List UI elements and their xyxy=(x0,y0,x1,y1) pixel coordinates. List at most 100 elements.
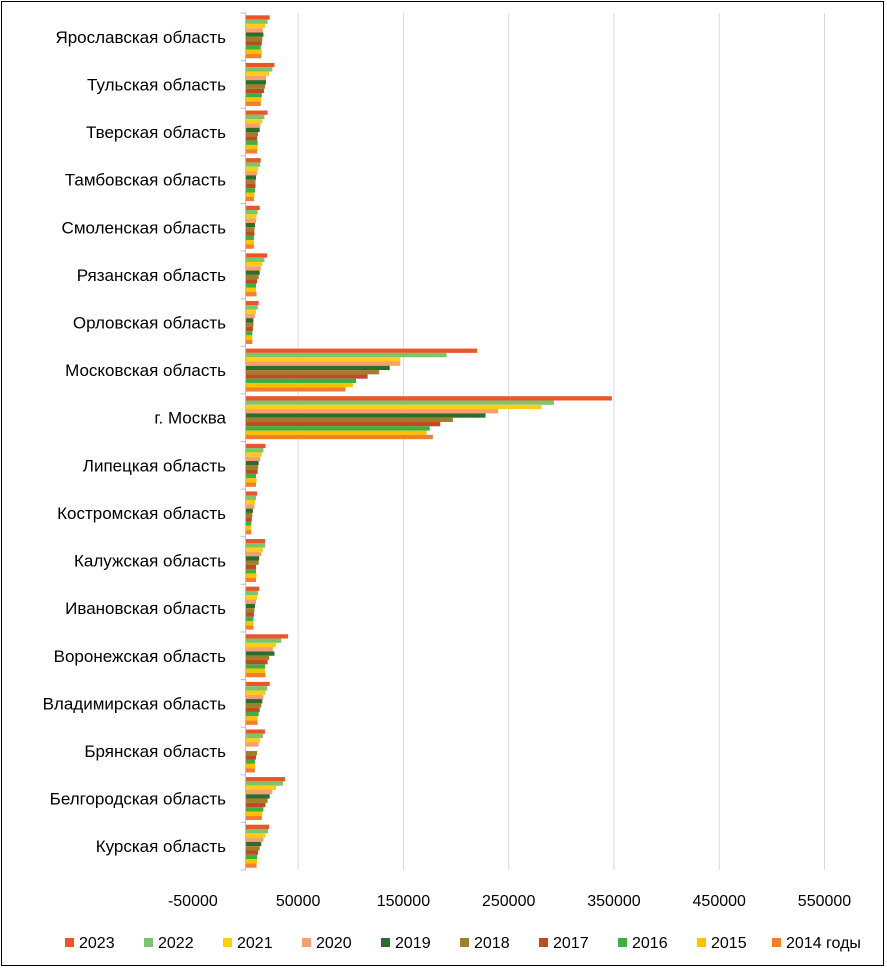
bar-2016 xyxy=(245,283,257,288)
category-label: Ярославская область xyxy=(55,28,226,47)
bar-2020 xyxy=(245,647,273,652)
bar-2022 xyxy=(245,257,265,262)
bar-2020 xyxy=(245,694,264,700)
bar-2018 xyxy=(245,274,259,280)
bar-2023 xyxy=(245,62,275,68)
bar-2017 xyxy=(245,231,255,236)
bar-2023 xyxy=(245,158,261,163)
bar-2020 xyxy=(245,504,255,509)
bar-2015 xyxy=(245,97,262,102)
x-tick-label: 250000 xyxy=(482,893,535,910)
bar-2018 xyxy=(245,750,258,756)
category-label: Ивановская область xyxy=(65,599,226,618)
bar-2017 xyxy=(245,707,260,712)
bar-2017 xyxy=(245,850,259,855)
x-tick-labels: -50000 50000 150000 250000 350000 450000 55000… xyxy=(168,893,851,910)
bar-2022 xyxy=(245,686,268,691)
bar-2022 xyxy=(245,733,263,739)
bar-2020 xyxy=(245,313,255,319)
bar-2017 xyxy=(245,183,256,189)
bar-2020 xyxy=(245,551,262,557)
bar-2021 xyxy=(245,595,258,600)
category-label: Калужская область xyxy=(74,552,226,571)
bar-2021 xyxy=(245,452,262,457)
category-label: Костромская область xyxy=(57,504,226,523)
legend-swatch-2014 xyxy=(772,938,781,947)
bar-2017 xyxy=(245,41,262,46)
bar-2021 xyxy=(245,214,257,219)
bar-2019 xyxy=(245,461,259,466)
bar-2018 xyxy=(245,512,253,518)
bar-2018 xyxy=(245,370,380,375)
bar-2016 xyxy=(245,188,255,193)
bar-2015 xyxy=(245,478,257,483)
bar-2021 xyxy=(245,166,259,172)
bar-2016 xyxy=(245,426,430,431)
bar-2023 xyxy=(245,205,260,211)
bar-2015 xyxy=(245,287,257,293)
x-tick-label: -50000 xyxy=(168,893,218,910)
bar-2021 xyxy=(245,261,263,267)
bar-2017 xyxy=(245,326,253,332)
bar-2021 xyxy=(245,785,277,790)
bar-2018 xyxy=(245,846,260,851)
x-tick-label: 150000 xyxy=(377,893,430,910)
bar-2015 xyxy=(245,525,252,531)
bar-2022 xyxy=(245,495,257,501)
category-label: Московская область xyxy=(65,361,226,380)
bar-2018 xyxy=(245,132,259,137)
bar-2022 xyxy=(245,67,273,72)
x-tick-label: 50000 xyxy=(276,893,321,910)
bar-2023 xyxy=(245,253,268,258)
bar-2020 xyxy=(245,742,259,747)
bar-2015 xyxy=(245,859,258,864)
bar-2015 xyxy=(245,430,427,435)
bar-2020 xyxy=(245,361,401,366)
bar-2021 xyxy=(245,357,401,362)
bar-2019 xyxy=(245,603,255,609)
bar-2020 xyxy=(245,171,258,176)
bar-2014 xyxy=(245,625,254,630)
bar-2023 xyxy=(245,396,612,401)
bar-2019 xyxy=(245,365,390,371)
x-tick-label: 550000 xyxy=(798,893,851,910)
category-label: Тамбовская область xyxy=(65,171,226,190)
bar-2022 xyxy=(245,638,282,643)
bar-2014 xyxy=(245,196,254,202)
bar-2022 xyxy=(245,114,265,120)
bar-2021 xyxy=(245,309,257,314)
legend-label-2022: 2022 xyxy=(158,935,194,952)
bar-2016 xyxy=(245,235,254,241)
bar-2021 xyxy=(245,71,270,76)
bar-2021 xyxy=(245,690,266,695)
bar-2022 xyxy=(245,19,268,24)
bar-2023 xyxy=(245,443,266,449)
bar-2014 xyxy=(245,482,257,487)
legend-label-2023: 2023 xyxy=(79,935,115,952)
legend-label-2014: 2014 годы xyxy=(786,935,861,952)
bar-2014 xyxy=(245,101,261,106)
bar-2020 xyxy=(245,266,261,271)
bar-2023 xyxy=(245,348,478,353)
bar-2018 xyxy=(245,36,263,42)
bar-2017 xyxy=(245,469,258,474)
legend-label-2017: 2017 xyxy=(553,935,589,952)
legend-swatch-2021 xyxy=(223,938,232,947)
legend-swatch-2023 xyxy=(65,938,74,947)
category-label: Тверская область xyxy=(86,123,226,142)
bar-2021 xyxy=(245,833,266,838)
x-tick-label: 350000 xyxy=(587,893,640,910)
bar-2018 xyxy=(245,560,259,565)
bar-2014 xyxy=(245,244,254,249)
gridlines xyxy=(297,13,825,870)
bar-2015 xyxy=(245,573,257,578)
category-label: Липецкая область xyxy=(83,456,226,475)
bar-2022 xyxy=(245,590,259,596)
bar-2023 xyxy=(245,110,268,115)
bar-2020 xyxy=(245,456,261,462)
axis xyxy=(240,12,246,871)
bar-2020 xyxy=(245,789,273,795)
bar-2019 xyxy=(245,80,267,85)
bar-2014 xyxy=(245,768,255,773)
